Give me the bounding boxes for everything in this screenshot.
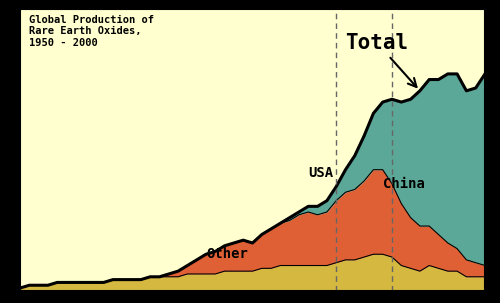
Text: Total: Total [346,33,416,87]
Text: Other: Other [206,247,248,261]
Text: China: China [382,177,424,191]
Text: Global Production of
Rare Earth Oxides,
1950 - 2000: Global Production of Rare Earth Oxides, … [30,15,154,48]
Text: USA: USA [308,165,334,180]
